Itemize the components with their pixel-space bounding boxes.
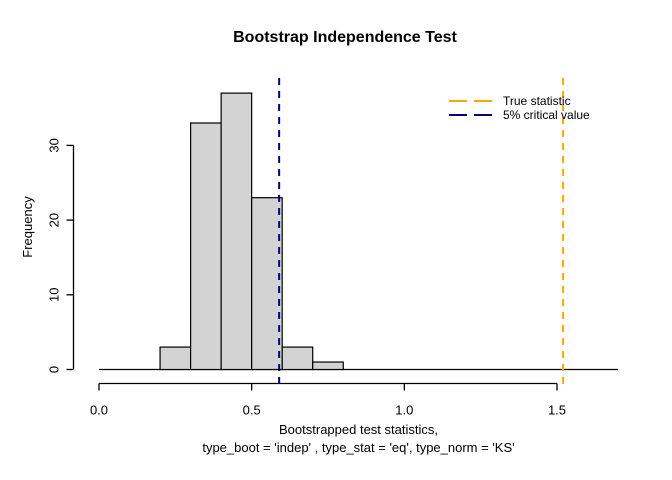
chart-title: Bootstrap Independence Test [233, 29, 457, 46]
x-axis-tick-label: 0.0 [90, 403, 108, 418]
y-axis-tick-label: 30 [47, 138, 62, 152]
histogram-bar [251, 197, 283, 371]
x-axis-label-line1: Bootstrapped test statistics, [279, 422, 438, 437]
y-axis-label: Frequency [20, 196, 35, 258]
x-axis-label: Bootstrapped test statistics, type_boot … [78, 421, 639, 457]
x-axis-tick-label: 0.5 [243, 403, 261, 418]
dashed-line-swatch-orange [449, 100, 492, 102]
y-axis-tick-label: 20 [47, 213, 62, 227]
x-axis-tick-label: 1.5 [548, 403, 566, 418]
histogram-bar [312, 361, 344, 371]
histogram-bar [159, 346, 192, 371]
legend-item-critical-value: 5% critical value [449, 108, 590, 122]
x-axis-label-line2: type_boot = 'indep' , type_stat = 'eq', … [202, 440, 515, 455]
y-axis-tick-label: 10 [47, 288, 62, 302]
histogram-bar [220, 92, 253, 371]
x-axis-tick-label: 1.0 [395, 403, 413, 418]
legend: True statistic 5% critical value [449, 94, 590, 122]
histogram-bar [281, 346, 314, 371]
legend-label: 5% critical value [503, 108, 590, 122]
legend-label: True statistic [503, 94, 571, 108]
dashed-line-swatch-navy [449, 114, 492, 116]
legend-item-true-statistic: True statistic [449, 94, 590, 108]
histogram-bar [189, 122, 222, 371]
y-axis-tick-label: 0 [47, 366, 62, 373]
